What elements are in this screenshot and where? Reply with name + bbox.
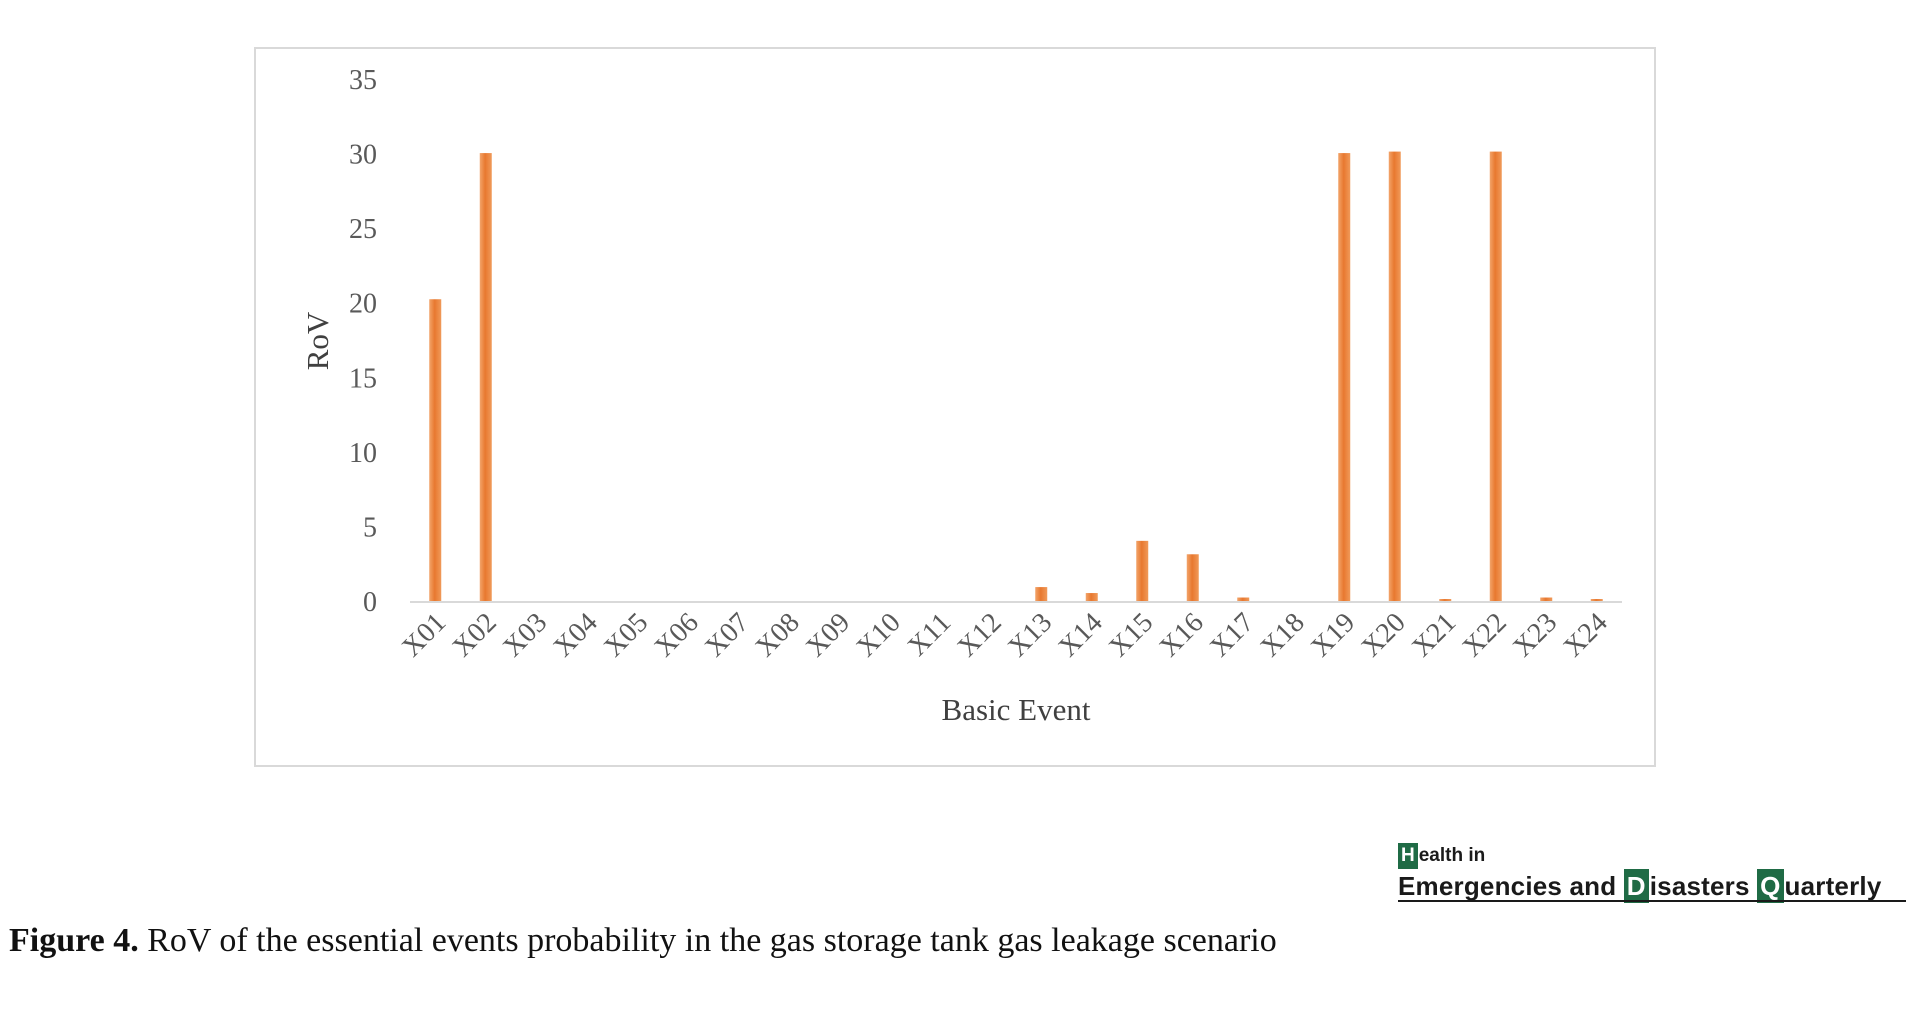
figure-caption: Figure 4. RoV of the essential events pr… xyxy=(9,922,1889,960)
bar-x20 xyxy=(1388,151,1401,603)
bar-x22 xyxy=(1489,151,1502,603)
bar-x16 xyxy=(1186,554,1199,602)
y-tick-label: 10 xyxy=(349,438,377,469)
y-tick-label: 20 xyxy=(349,289,377,320)
logo-initial-h: H xyxy=(1398,843,1418,869)
y-tick-label: 0 xyxy=(363,587,377,618)
logo-initial-q: Q xyxy=(1757,869,1784,903)
figure-label: Figure 4. xyxy=(9,922,139,959)
x-tick-label: X24 xyxy=(1558,607,1614,663)
x-tick-label: X03 xyxy=(497,607,553,663)
bars xyxy=(429,151,1603,603)
x-tick-label: X14 xyxy=(1053,607,1109,663)
x-tick-label: X23 xyxy=(1507,607,1563,663)
x-tick-label: X22 xyxy=(1457,607,1513,663)
y-tick-label: 25 xyxy=(349,214,377,245)
x-tick-label: X11 xyxy=(902,607,957,662)
x-axis-ticks: X01X02X03X04X05X06X07X08X09X10X11X12X13X… xyxy=(396,607,1614,663)
x-tick-label: X19 xyxy=(1305,607,1361,663)
y-tick-label: 35 xyxy=(349,65,377,96)
y-tick-label: 30 xyxy=(349,140,377,171)
figure-caption-text: RoV of the essential events probability … xyxy=(138,922,1277,959)
x-tick-label: X20 xyxy=(1356,607,1412,663)
x-tick-label: X16 xyxy=(1154,607,1210,663)
x-tick-label: X18 xyxy=(1255,607,1311,663)
bar-x15 xyxy=(1136,540,1149,602)
logo-initial-d: D xyxy=(1623,869,1649,903)
x-tick-label: X05 xyxy=(598,607,654,663)
x-tick-label: X10 xyxy=(851,607,907,663)
y-axis-ticks: 0 5 10 15 20 25 30 35 xyxy=(349,65,377,618)
bar-x01 xyxy=(429,299,442,602)
x-tick-label: X09 xyxy=(800,607,856,663)
x-tick-label: X02 xyxy=(447,607,503,663)
x-tick-label: X07 xyxy=(699,607,755,663)
y-axis-title: RoV xyxy=(300,311,335,370)
x-tick-label: X15 xyxy=(1103,607,1159,663)
bar-x13 xyxy=(1035,587,1048,602)
logo-underline xyxy=(1398,900,1906,902)
y-tick-label: 15 xyxy=(349,363,377,394)
x-tick-label: X04 xyxy=(548,607,604,663)
x-axis-title: Basic Event xyxy=(942,692,1091,727)
bar-x21 xyxy=(1439,599,1452,602)
bar-x14 xyxy=(1085,593,1098,602)
bar-x24 xyxy=(1590,599,1603,602)
logo-word-disasters: isasters xyxy=(1649,871,1750,901)
x-tick-label: X13 xyxy=(1002,607,1058,663)
logo-word-emergencies: Emergencies and xyxy=(1398,871,1617,901)
x-tick-label: X06 xyxy=(649,607,705,663)
y-tick-label: 5 xyxy=(363,512,377,543)
logo-word-quarterly: uarterly xyxy=(1784,871,1882,901)
bar-x17 xyxy=(1237,597,1250,602)
x-tick-label: X01 xyxy=(396,607,452,663)
x-tick-label: X12 xyxy=(952,607,1008,663)
bar-x23 xyxy=(1540,597,1553,602)
logo-line1-text: ealth in xyxy=(1418,845,1486,866)
x-tick-label: X17 xyxy=(1204,607,1260,663)
bar-x02 xyxy=(479,153,492,602)
x-tick-label: X08 xyxy=(750,607,806,663)
bar-x19 xyxy=(1338,153,1351,602)
x-tick-label: X21 xyxy=(1406,607,1462,663)
